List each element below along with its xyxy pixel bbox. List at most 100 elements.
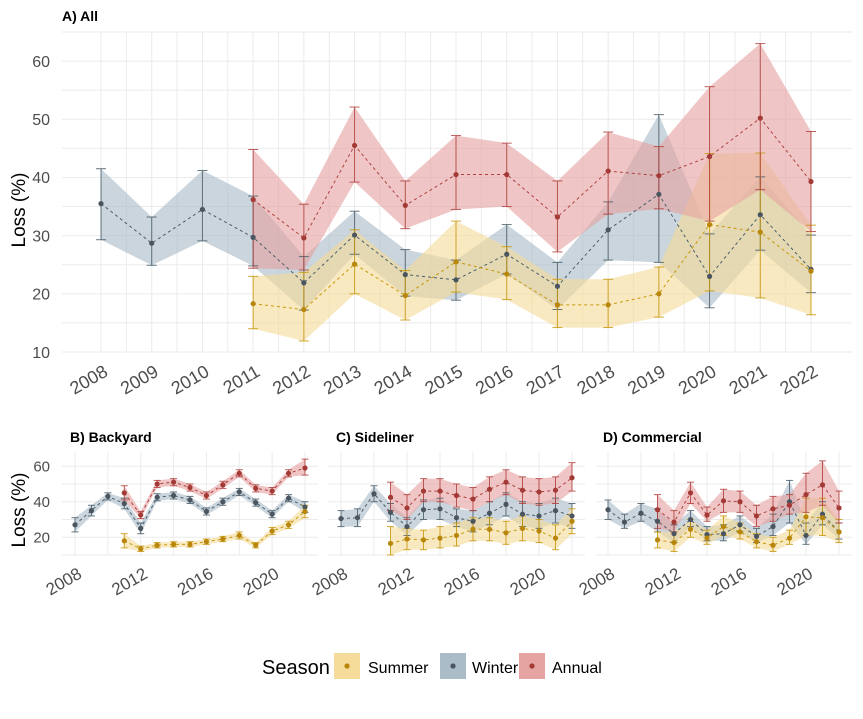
point-a-summer bbox=[301, 306, 307, 313]
x-tick-label-a: 2014 bbox=[371, 361, 416, 398]
ribbon-d-annual bbox=[657, 460, 839, 532]
x-tick-label-a: 2008 bbox=[66, 361, 111, 398]
point-a-winter bbox=[402, 272, 408, 278]
point-c-summer bbox=[552, 535, 559, 541]
point-b-summer bbox=[187, 541, 193, 547]
point-a-summer bbox=[808, 268, 814, 274]
point-b-annual bbox=[170, 479, 177, 485]
point-a-annual bbox=[250, 196, 256, 203]
series-line-a-annual bbox=[252, 117, 812, 239]
point-b-winter bbox=[269, 511, 275, 517]
point-c-summer bbox=[503, 530, 509, 536]
point-a-summer bbox=[504, 271, 510, 277]
point-d-winter bbox=[687, 516, 694, 523]
point-a-winter bbox=[554, 283, 561, 289]
point-a-winter bbox=[149, 240, 155, 246]
point-c-annual bbox=[420, 488, 427, 494]
point-b-annual bbox=[302, 465, 308, 471]
point-d-winter bbox=[671, 531, 677, 537]
point-b-winter bbox=[72, 522, 78, 528]
point-b-summer bbox=[285, 522, 292, 528]
point-b-summer bbox=[121, 538, 127, 544]
point-b-annual bbox=[253, 485, 259, 492]
point-a-winter bbox=[757, 212, 763, 218]
point-d-summer bbox=[687, 526, 694, 532]
error-bar-a-annual bbox=[704, 86, 715, 222]
point-d-winter bbox=[704, 531, 710, 538]
y-tick-label-a: 40 bbox=[32, 170, 50, 187]
point-c-summer bbox=[387, 540, 394, 547]
ribbon-c-summer bbox=[390, 508, 572, 555]
point-b-annual bbox=[220, 482, 226, 488]
point-b-summer bbox=[269, 528, 275, 534]
point-a-winter bbox=[98, 201, 104, 207]
point-a-summer bbox=[402, 292, 408, 299]
x-tick-label-b: 2020 bbox=[240, 564, 282, 599]
point-d-summer bbox=[786, 535, 793, 541]
point-a-annual bbox=[351, 142, 358, 149]
x-tick-label-b: 2016 bbox=[174, 564, 216, 599]
point-b-winter bbox=[236, 489, 242, 495]
ribbon-b-summer bbox=[124, 505, 306, 552]
point-b-annual bbox=[187, 484, 193, 491]
point-a-summer bbox=[351, 261, 358, 267]
x-tick-label-b: 2012 bbox=[108, 564, 150, 599]
point-d-winter bbox=[786, 499, 793, 505]
point-b-summer bbox=[220, 536, 226, 542]
point-a-annual bbox=[656, 173, 662, 179]
ribbon-a-annual bbox=[253, 43, 812, 270]
point-c-annual bbox=[569, 475, 575, 481]
error-bar-a-winter bbox=[197, 169, 208, 242]
x-tick-label-a: 2022 bbox=[776, 361, 821, 398]
point-c-annual bbox=[470, 496, 476, 502]
point-d-annual bbox=[720, 498, 727, 504]
panel-b-ylabel: Loss (%) bbox=[9, 473, 30, 548]
legend-item-summer: Summer bbox=[334, 653, 429, 679]
point-a-winter bbox=[453, 277, 459, 283]
point-b-annual bbox=[203, 492, 210, 499]
point-b-winter bbox=[203, 508, 210, 515]
point-a-annual bbox=[402, 202, 408, 208]
point-b-summer bbox=[253, 542, 259, 548]
point-c-winter bbox=[486, 510, 493, 516]
legend-title: Season bbox=[262, 657, 330, 679]
series-line-a-winter bbox=[100, 193, 812, 287]
point-b-summer bbox=[236, 532, 242, 539]
x-tick-label-a: 2013 bbox=[320, 361, 365, 398]
y-tick-label-b: 20 bbox=[33, 530, 50, 547]
ribbon-d-summer bbox=[657, 498, 839, 552]
point-a-summer bbox=[250, 301, 256, 307]
point-d-annual bbox=[819, 482, 826, 488]
point-a-annual bbox=[605, 168, 611, 174]
point-c-winter bbox=[437, 506, 443, 512]
panel-d-title: D) Commercial bbox=[603, 429, 702, 445]
series-line-c-annual bbox=[390, 477, 573, 509]
point-d-summer bbox=[720, 523, 727, 530]
point-d-annual bbox=[654, 507, 661, 513]
point-b-winter bbox=[138, 525, 144, 531]
series-line-d-annual bbox=[657, 484, 840, 523]
x-tick-label-a: 2017 bbox=[523, 361, 568, 398]
legend-label-annual: Annual bbox=[552, 660, 602, 677]
x-tick-label-a: 2020 bbox=[675, 361, 720, 398]
point-a-winter bbox=[301, 280, 307, 286]
y-tick-label-a: 60 bbox=[32, 54, 50, 71]
point-c-winter bbox=[519, 511, 526, 517]
point-b-annual bbox=[138, 512, 144, 518]
point-c-annual bbox=[404, 505, 410, 511]
x-tick-label-c: 2008 bbox=[309, 564, 351, 599]
point-d-summer bbox=[770, 542, 776, 548]
x-tick-label-d: 2020 bbox=[774, 564, 816, 599]
point-b-winter bbox=[121, 500, 127, 507]
point-a-annual bbox=[757, 115, 763, 121]
y-tick-label-a: 50 bbox=[32, 112, 50, 129]
point-b-winter bbox=[170, 492, 177, 499]
point-b-annual bbox=[285, 470, 292, 476]
point-a-annual bbox=[808, 178, 814, 185]
x-tick-label-a: 2018 bbox=[573, 361, 618, 398]
point-c-summer bbox=[519, 525, 526, 531]
point-a-annual bbox=[301, 235, 307, 241]
y-tick-label-a: 10 bbox=[32, 345, 50, 362]
point-d-annual bbox=[737, 499, 743, 505]
point-a-winter bbox=[351, 232, 358, 238]
